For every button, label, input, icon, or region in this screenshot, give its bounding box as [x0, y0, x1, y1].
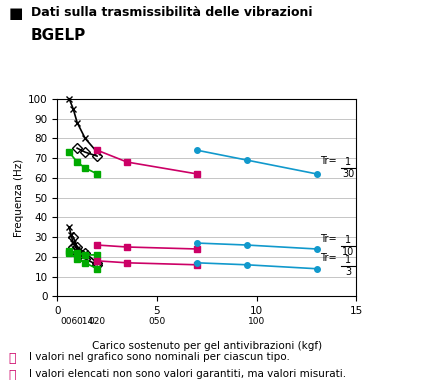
Text: Ⓢ: Ⓢ: [9, 352, 16, 364]
Text: BGELP: BGELP: [31, 28, 86, 43]
X-axis label: Carico sostenuto per gel antivibrazioni (kgf): Carico sostenuto per gel antivibrazioni …: [92, 341, 322, 351]
Text: 006: 006: [61, 317, 78, 326]
Text: Tr=: Tr=: [320, 234, 337, 244]
Text: 1: 1: [345, 235, 352, 245]
Text: Tr=: Tr=: [320, 155, 337, 166]
Text: ■: ■: [9, 6, 23, 21]
Text: 050: 050: [148, 317, 165, 326]
Text: 30: 30: [342, 169, 355, 179]
Text: 3: 3: [345, 267, 352, 277]
Y-axis label: Frequenza (Hz): Frequenza (Hz): [14, 158, 24, 237]
Text: 014: 014: [77, 317, 94, 326]
Text: Tr=: Tr=: [320, 253, 337, 263]
Text: 020: 020: [88, 317, 106, 326]
Text: 1: 1: [345, 255, 352, 265]
Text: 100: 100: [248, 317, 265, 326]
Text: Ⓢ: Ⓢ: [9, 369, 16, 380]
Text: I valori elencati non sono valori garantiti, ma valori misurati.: I valori elencati non sono valori garant…: [29, 369, 346, 378]
Text: 1: 1: [345, 157, 352, 167]
Text: I valori nel grafico sono nominali per ciascun tipo.: I valori nel grafico sono nominali per c…: [29, 352, 290, 361]
Text: Dati sulla trasmissibilità delle vibrazioni: Dati sulla trasmissibilità delle vibrazi…: [31, 6, 312, 19]
Text: 10: 10: [342, 247, 355, 257]
